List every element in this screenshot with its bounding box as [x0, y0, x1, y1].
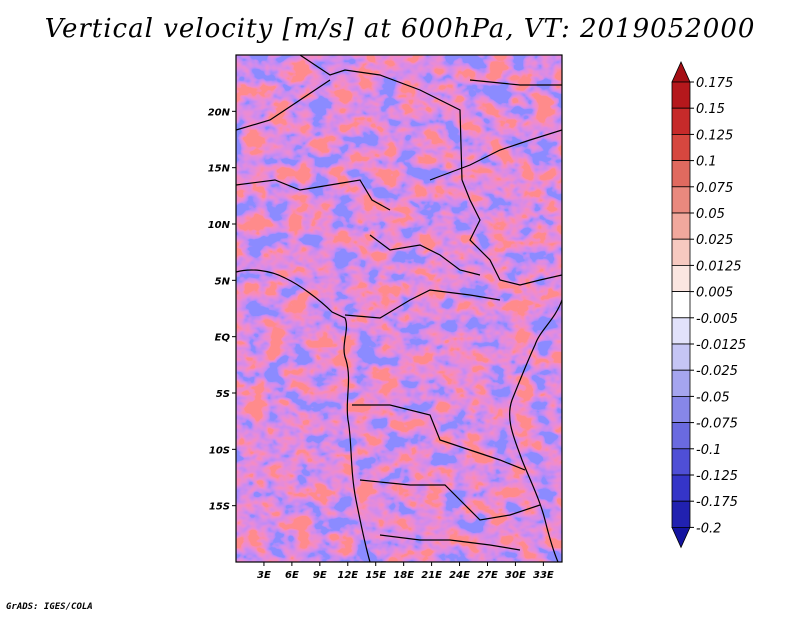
colorbar-swatch [671, 369, 691, 397]
colorbar-label: -0.0125 [696, 338, 746, 353]
lon-label: 12E [337, 570, 358, 581]
lon-label: 9E [313, 570, 327, 581]
lon-label: 18E [393, 570, 414, 581]
grads-credit: GrADS: IGES/COLA [6, 602, 93, 612]
velocity-field [236, 55, 562, 562]
colorbar-swatch [671, 186, 691, 214]
colorbar-label: 0.0125 [696, 259, 742, 274]
chart-title: Vertical velocity [m/s] at 600hPa, VT: 2… [44, 14, 756, 44]
colorbar-label: -0.05 [696, 390, 730, 405]
colorbar-label: 0.15 [696, 102, 725, 117]
border [352, 404, 526, 471]
colorbar-swatch [671, 422, 691, 450]
border [369, 234, 481, 276]
colorbar-swatch [671, 448, 691, 476]
lat-label: 15S [209, 502, 230, 513]
coastline-east [509, 299, 562, 562]
colorbar-swatch [671, 500, 691, 528]
latitude-labels: 20N 15N 10N 5N EQ 5S 10S 15S [208, 107, 236, 513]
colorbar-label: -0.175 [696, 495, 738, 510]
colorbar-swatch [671, 238, 691, 266]
colorbar-label: -0.1 [696, 443, 721, 458]
border [344, 289, 501, 319]
colorbar-swatch [671, 133, 691, 161]
lat-label: 10N [208, 220, 231, 231]
border [469, 79, 562, 86]
border [429, 129, 562, 181]
lon-label: 6E [285, 570, 299, 581]
colorbar-swatch [671, 160, 691, 188]
border [461, 179, 562, 286]
colorbar-label: 0.125 [696, 128, 733, 143]
lon-label: 15E [365, 570, 386, 581]
lon-label: 30E [505, 570, 526, 581]
lon-label: 33E [533, 570, 554, 581]
map-frame [235, 54, 563, 563]
colorbar-label: 0.1 [696, 155, 717, 170]
lat-label: 5N [215, 276, 231, 287]
colorbar-label: -0.005 [696, 312, 738, 327]
colorbar-label: -0.025 [696, 364, 738, 379]
border [359, 479, 541, 521]
colorbar-swatch [671, 212, 691, 240]
colorbar-swatch [671, 81, 691, 109]
border [236, 179, 391, 211]
colorbar-swatch [671, 264, 691, 292]
coastline [236, 269, 371, 562]
colorbar-label: 0.025 [696, 233, 733, 248]
colorbar-label: 0.075 [696, 181, 733, 196]
lon-label: 21E [421, 570, 442, 581]
longitude-labels: 3E 6E 9E 12E 15E 18E 21E 24E 27E 30E 33E [257, 562, 554, 581]
colorbar-swatch [671, 61, 691, 83]
colorbar-label: -0.2 [696, 521, 721, 536]
lon-label: 24E [449, 570, 470, 581]
lat-label: 20N [208, 107, 231, 118]
lat-label: 10S [209, 445, 230, 456]
colorbar-label: 0.005 [696, 286, 733, 301]
lat-label: 5S [216, 389, 230, 400]
colorbar-label: 0.175 [696, 76, 733, 91]
lon-label: 3E [257, 570, 271, 581]
boundaries [236, 55, 562, 562]
colorbar-label: -0.125 [696, 469, 738, 484]
colorbar-label: -0.075 [696, 417, 738, 432]
lat-label: 15N [208, 164, 231, 175]
lon-label: 27E [477, 570, 498, 581]
colorbar-swatch [671, 107, 691, 135]
border [299, 55, 463, 181]
colorbar-swatch [671, 343, 691, 371]
colorbar-swatch [671, 395, 691, 423]
colorbar-swatch [671, 474, 691, 502]
colorbar-swatch [671, 317, 691, 345]
colorbar-label: 0.05 [696, 207, 725, 222]
border [236, 79, 331, 131]
border [379, 534, 521, 551]
colorbar-swatch [671, 527, 691, 549]
lat-label: EQ [215, 333, 231, 344]
colorbar-swatch [671, 291, 691, 319]
colorbar: 0.175 0.15 0.125 0.1 0.075 0.05 0.025 0.0125 0.0… [671, 61, 746, 549]
